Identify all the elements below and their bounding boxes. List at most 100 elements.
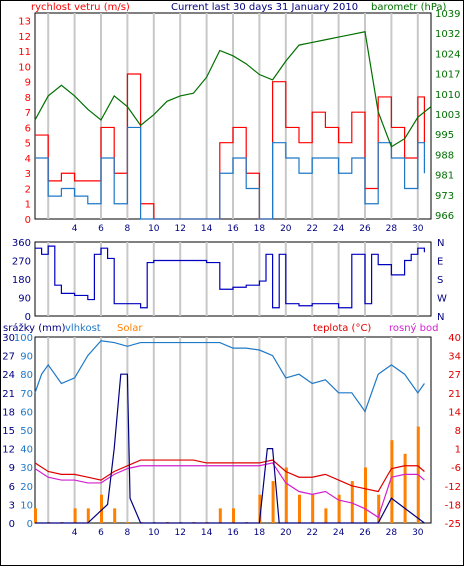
series-precipitation <box>35 373 425 524</box>
dir-tick-360: 360 <box>12 238 31 249</box>
wind-tick-11: 11 <box>18 47 31 58</box>
panel1-x-ticks: 4 6 8 10 12 14 16 18 20 22 24 26 28 30 <box>72 224 424 234</box>
wind-tick-12: 12 <box>18 32 31 43</box>
dir-tick-270: 270 <box>12 257 31 268</box>
x-tick-24: 24 <box>333 224 345 234</box>
solar-bar-23 <box>337 494 341 523</box>
x-tick-24: 24 <box>333 528 345 538</box>
compass-tick-W: W <box>437 294 447 305</box>
compass-tick-S: S <box>437 275 443 286</box>
chart-title: Current last 30 days 31 January 2010 <box>171 2 358 13</box>
temp-tick-27: 27 <box>448 370 461 381</box>
baro-tick-995: 995 <box>435 130 454 141</box>
x-tick-28: 28 <box>386 528 398 538</box>
precip-tick-30: 30 <box>2 333 15 344</box>
wind-tick-13: 13 <box>18 17 31 28</box>
compass-tick-N: N <box>437 312 444 323</box>
humidity-tick-100: 100 <box>14 333 33 344</box>
x-tick-16: 16 <box>227 528 239 538</box>
precip-tick-18: 18 <box>2 407 15 418</box>
precip-label: srážky (mm) <box>3 322 66 334</box>
temperature-label: teplota (°C) <box>313 323 371 334</box>
series-dewpoint <box>34 462 425 519</box>
precip-tick-0: 0 <box>9 519 15 530</box>
barometer-axis-label: barometr (hPa) <box>371 2 447 13</box>
x-tick-10: 10 <box>148 224 160 234</box>
wind-tick-3: 3 <box>25 169 31 180</box>
series-humidity <box>34 340 425 413</box>
wind-tick-2: 2 <box>25 184 31 195</box>
panel3-x-ticks: 4 6 8 10 12 14 16 18 20 22 24 26 28 30 <box>72 528 424 538</box>
baro-tick-988: 988 <box>435 150 454 161</box>
solar-bar-22 <box>324 508 328 523</box>
precip-tick-3: 3 <box>9 500 15 511</box>
baro-tick-1024: 1024 <box>435 49 460 60</box>
humidity-tick-70: 70 <box>20 389 33 400</box>
series-wind-gust <box>35 126 425 220</box>
wind-tick-1: 1 <box>25 200 31 211</box>
precip-tick-9: 9 <box>9 463 15 474</box>
wind-tick-6: 6 <box>25 123 31 134</box>
compass-tick-E: E <box>437 257 443 268</box>
temp-tick--12: -12 <box>445 482 461 493</box>
x-tick-26: 26 <box>359 528 371 538</box>
panel3-temperature-ticks: -25 -18 -12 -6 1 8 14 21 27 34 40 <box>445 333 461 530</box>
solar-label: Solar <box>117 323 143 334</box>
dir-tick-90: 90 <box>18 294 31 305</box>
solar-bar-28 <box>403 453 407 523</box>
panel3-series <box>34 340 425 524</box>
x-tick-26: 26 <box>359 224 371 234</box>
x-tick-18: 18 <box>254 224 266 234</box>
x-tick-20: 20 <box>280 528 292 538</box>
precip-tick-6: 6 <box>9 482 15 493</box>
panel2-series <box>35 245 425 309</box>
humidity-tick-20: 20 <box>20 482 33 493</box>
x-tick-16: 16 <box>227 224 239 234</box>
wind-tick-10: 10 <box>18 62 31 73</box>
humidity-tick-30: 30 <box>20 463 33 474</box>
x-tick-14: 14 <box>201 528 213 538</box>
precip-tick-27: 27 <box>2 352 15 363</box>
solar-bar-21 <box>311 494 315 523</box>
solar-bar-25 <box>364 467 367 523</box>
temp-tick--6: -6 <box>451 463 461 474</box>
x-tick-22: 22 <box>306 528 317 538</box>
baro-tick-981: 981 <box>435 171 454 182</box>
baro-tick-1017: 1017 <box>435 70 460 81</box>
solar-bar-20 <box>298 494 301 523</box>
x-tick-28: 28 <box>386 224 398 234</box>
baro-tick-966: 966 <box>435 211 454 222</box>
x-tick-6: 6 <box>98 224 104 234</box>
solar-bar-15 <box>232 508 235 523</box>
wind-axis-label: rychlost vetru (m/s) <box>31 2 130 13</box>
humidity-tick-80: 80 <box>20 370 33 381</box>
panel1-right-ticks: 966 973 981 988 995 1003 1010 1017 1024 1032 1039 <box>435 9 460 222</box>
humidity-label: vlhkost <box>65 323 101 334</box>
series-wind-direction <box>35 245 425 309</box>
wind-tick-8: 8 <box>25 93 31 104</box>
dir-tick-0: 0 <box>25 312 31 323</box>
precip-tick-15: 15 <box>2 426 15 437</box>
x-tick-10: 10 <box>148 528 160 538</box>
temp-tick--18: -18 <box>445 500 461 511</box>
wind-tick-0: 0 <box>25 215 31 226</box>
temp-tick-8: 8 <box>455 426 461 437</box>
panel3-humidity-ticks: 0 10 20 30 40 50 60 70 80 90 100 <box>14 333 33 530</box>
precip-tick-24: 24 <box>2 370 15 381</box>
solar-bar-27 <box>390 440 394 523</box>
humidity-tick-40: 40 <box>20 445 33 456</box>
solar-bar-5 <box>100 494 103 523</box>
solar-bar-7 <box>126 522 130 523</box>
humidity-tick-0: 0 <box>27 519 33 530</box>
baro-tick-1032: 1032 <box>435 29 460 40</box>
series-temperature <box>34 459 425 493</box>
x-tick-8: 8 <box>125 224 131 234</box>
x-tick-30: 30 <box>412 224 424 234</box>
baro-tick-1039: 1039 <box>435 9 460 20</box>
x-tick-8: 8 <box>125 528 131 538</box>
solar-bar-24 <box>350 481 354 523</box>
